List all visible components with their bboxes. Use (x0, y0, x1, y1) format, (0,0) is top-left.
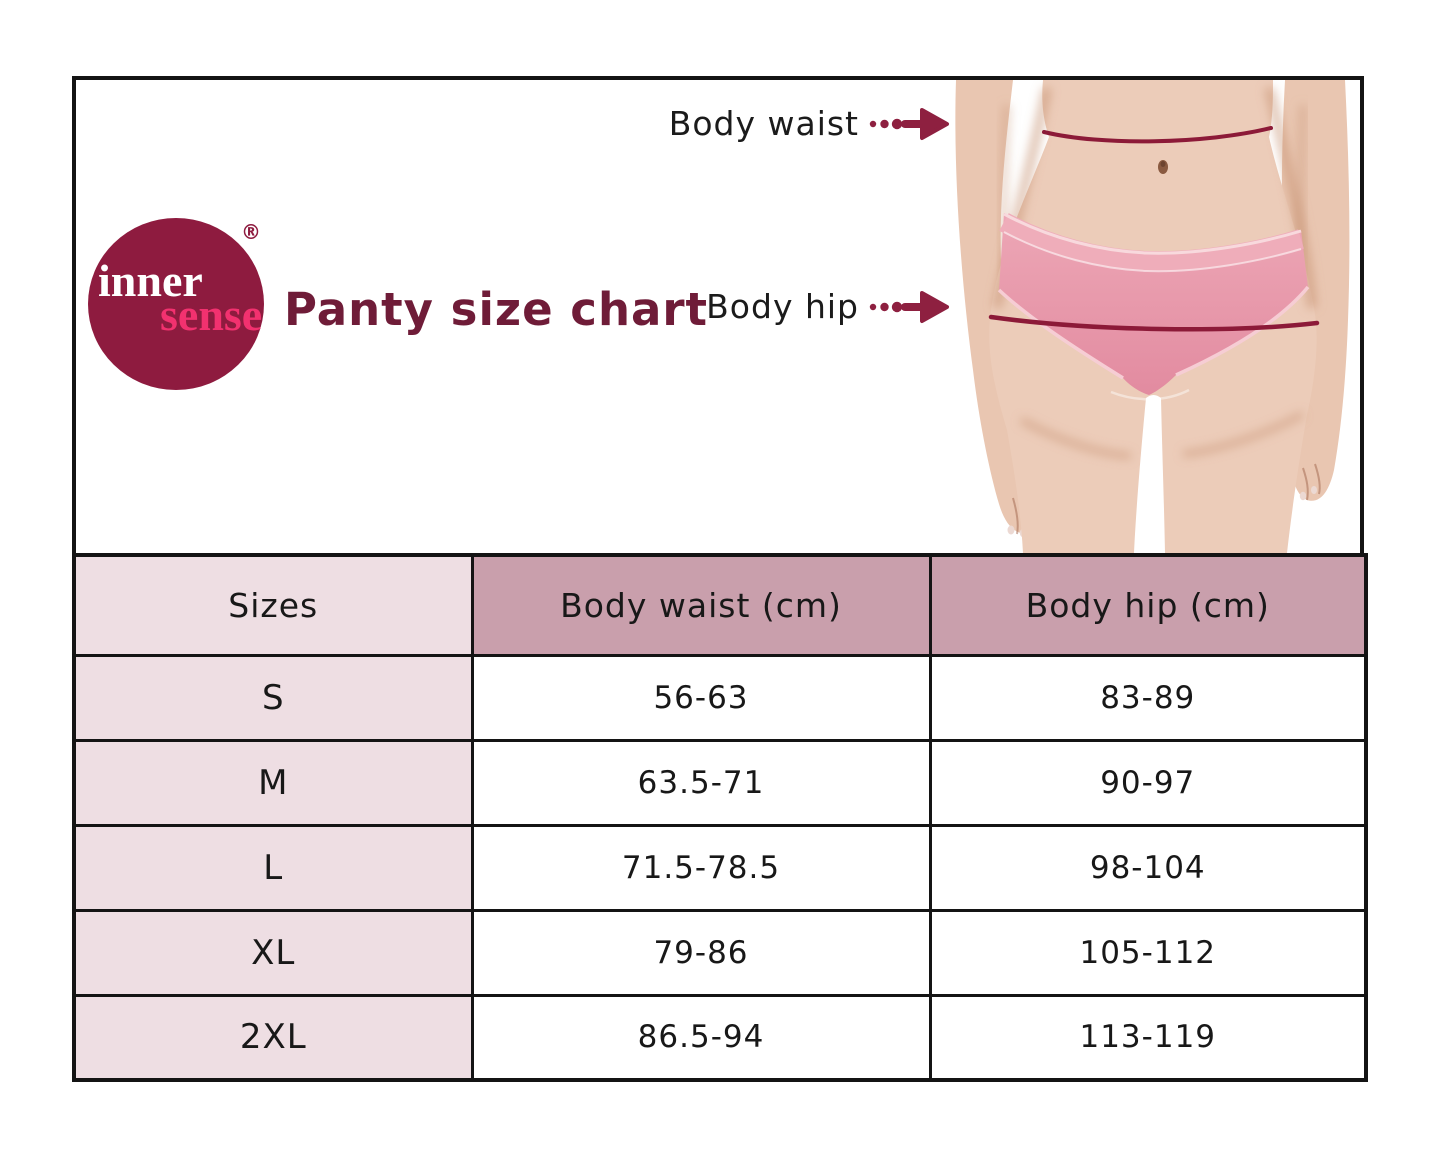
waist-cell: 71.5-78.5 (470, 823, 932, 912)
column-header-body-hip: Body hip (cm) (928, 553, 1368, 657)
panty (997, 212, 1310, 401)
waist-cell: 56-63 (470, 653, 932, 742)
waist-measure-line (1042, 126, 1273, 144)
hip-measure-line (988, 314, 1320, 332)
table-row: XL 79-86 105-112 (72, 908, 1368, 997)
navel (1158, 160, 1168, 174)
column-header-sizes: Sizes (72, 553, 474, 657)
size-cell: M (72, 738, 474, 827)
hip-cell: 113-119 (928, 993, 1368, 1082)
page-title: Panty size chart (284, 283, 709, 336)
column-header-body-waist: Body waist (cm) (470, 553, 932, 657)
brand-name-sense: sense (160, 289, 263, 340)
table-row: S 56-63 83-89 (72, 653, 1368, 742)
table-row: M 63.5-71 90-97 (72, 738, 1368, 827)
brand-logo: inner sense ® (88, 218, 264, 390)
hip-cell: 83-89 (928, 653, 1368, 742)
table-row: 2XL 86.5-94 113-119 (72, 993, 1368, 1082)
waist-cell: 86.5-94 (470, 993, 932, 1082)
size-cell: S (72, 653, 474, 742)
model-photo (955, 80, 1350, 553)
body-hip-label: Body hip (706, 287, 859, 326)
registered-trademark-icon: ® (241, 220, 261, 244)
hip-cell: 105-112 (928, 908, 1368, 997)
waist-cell: 63.5-71 (470, 738, 932, 827)
size-table: Sizes Body waist (cm) Body hip (cm) S 56… (72, 553, 1368, 1082)
size-cell: 2XL (72, 993, 474, 1082)
dotted-arrow-icon (869, 290, 949, 323)
header-panel: inner sense ® Panty size chart Body wais… (72, 76, 1364, 557)
waist-cell: 79-86 (470, 908, 932, 997)
dotted-arrow-icon (869, 107, 949, 140)
body-hip-annotation: Body hip (706, 287, 952, 326)
brand-logo-circle (88, 218, 264, 390)
table-row: L 71.5-78.5 98-104 (72, 823, 1368, 912)
size-cell: L (72, 823, 474, 912)
hip-cell: 98-104 (928, 823, 1368, 912)
size-cell: XL (72, 908, 474, 997)
brand-name-inner: inner (98, 255, 203, 306)
body-waist-annotation: Body waist (669, 104, 952, 143)
hip-cell: 90-97 (928, 738, 1368, 827)
table-header-row: Sizes Body waist (cm) Body hip (cm) (72, 553, 1368, 657)
size-chart-sheet: inner sense ® Panty size chart Body wais… (72, 76, 1368, 1082)
body-waist-label: Body waist (668, 104, 859, 143)
